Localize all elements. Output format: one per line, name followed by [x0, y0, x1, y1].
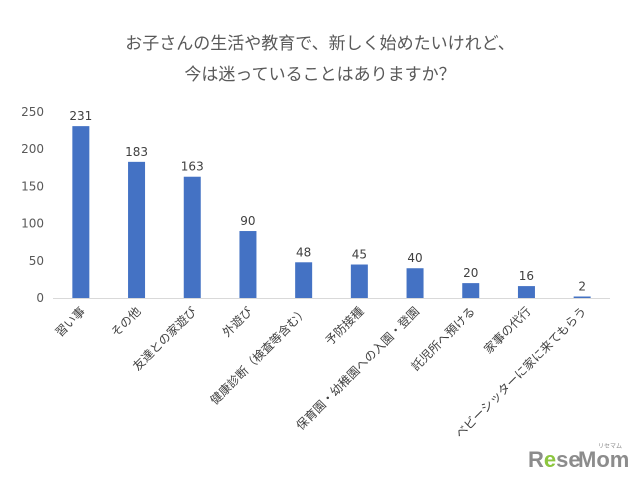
chart-title: お子さんの生活や教育で、新しく始めたいけれど、 今は迷っていることはありますか？ [125, 34, 514, 85]
bar [462, 283, 480, 298]
data-label: 2 [578, 280, 586, 294]
chart-title-line-1: お子さんの生活や教育で、新しく始めたいけれど、 [125, 34, 514, 54]
watermark-e: e [544, 447, 556, 472]
watermark-r: R [528, 447, 544, 472]
data-label: 20 [463, 266, 478, 280]
bar [406, 268, 424, 298]
y-tick-label: 100 [21, 217, 44, 231]
category-label: 外遊び [219, 304, 255, 340]
watermark-se: se [556, 447, 580, 472]
category-label: 健康診断（検査等含む） [207, 304, 311, 408]
bar [183, 176, 201, 298]
data-label: 90 [240, 214, 255, 228]
data-label: 45 [352, 248, 367, 262]
resemom-watermark: Rese Mom リセマム [528, 443, 629, 472]
data-label: 16 [519, 269, 534, 283]
data-label: 231 [69, 109, 92, 123]
data-label: 163 [181, 160, 204, 174]
data-label: 183 [125, 145, 148, 159]
watermark-rese: Rese [528, 447, 581, 472]
data-label: 40 [407, 251, 422, 265]
category-label: その他 [108, 304, 143, 339]
watermark-mom: Mom [578, 447, 629, 472]
bars [72, 126, 591, 298]
bar [295, 262, 313, 298]
bar [573, 296, 591, 298]
category-label: 予防接種 [322, 304, 367, 349]
y-tick-label: 250 [21, 105, 44, 119]
y-axis-ticks: 250 200 150 100 50 0 [21, 105, 44, 305]
watermark-ruby: リセマム [598, 443, 622, 450]
category-label: 習い事 [53, 304, 88, 339]
y-tick-label: 200 [21, 142, 44, 156]
bar [350, 264, 368, 298]
data-labels: 231 183 163 90 48 45 40 20 16 2 [69, 109, 586, 293]
bar [72, 126, 90, 298]
y-tick-label: 50 [29, 254, 44, 268]
y-tick-label: 0 [36, 291, 44, 305]
chart-title-line-2: 今は迷っていることはありますか？ [184, 65, 455, 85]
bar [128, 161, 146, 298]
category-label: 家事の代行 [481, 304, 534, 357]
y-tick-label: 150 [21, 179, 44, 193]
bar [517, 286, 535, 298]
data-label: 48 [296, 245, 311, 259]
bar [239, 231, 257, 298]
